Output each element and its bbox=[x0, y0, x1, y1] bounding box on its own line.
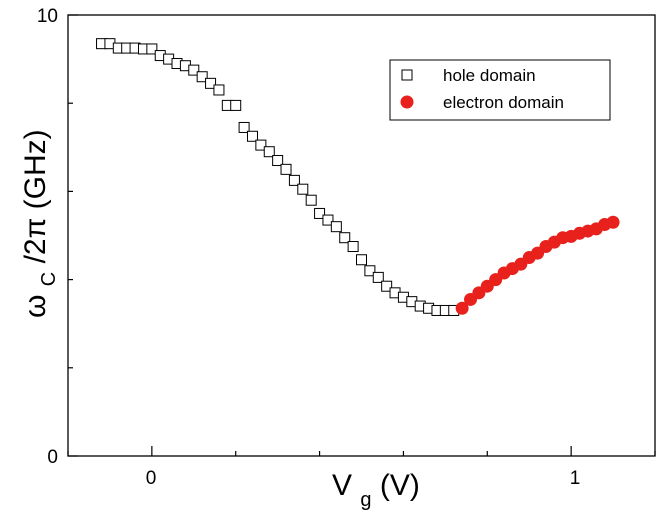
axis-ticks bbox=[67, 14, 656, 457]
electron-domain-point bbox=[606, 215, 620, 229]
hole-domain-point bbox=[263, 146, 275, 158]
hole-domain-point bbox=[188, 64, 200, 76]
hole-domain-point bbox=[305, 194, 317, 206]
electron-domain-point bbox=[455, 301, 469, 315]
y-axis-title-sub: C bbox=[38, 272, 60, 286]
y-axis-title-main: ω bbox=[19, 295, 52, 318]
hole-domain-point bbox=[280, 163, 292, 175]
y-tick-label-10: 10 bbox=[37, 6, 58, 27]
hole-domain-point bbox=[314, 207, 326, 219]
hole-domain-point bbox=[272, 155, 284, 167]
hole-domain-point bbox=[322, 214, 334, 226]
x-axis-title-sub: g bbox=[360, 489, 371, 511]
hole-domain-point bbox=[205, 77, 217, 89]
series-hole-domain bbox=[96, 38, 460, 316]
hole-domain-point bbox=[356, 254, 367, 266]
hole-domain-point bbox=[213, 84, 225, 96]
hole-domain-point bbox=[364, 265, 376, 277]
hole-domain-point bbox=[297, 183, 309, 195]
legend-box bbox=[389, 59, 611, 121]
hole-domain-point bbox=[230, 99, 242, 111]
legend-label-electron-domain: electron domain bbox=[443, 93, 564, 112]
hole-domain-point bbox=[238, 121, 250, 133]
y-axis-title: ω C /2π (GHz) bbox=[19, 129, 62, 318]
x-tick-label-1: 1 bbox=[570, 468, 581, 489]
legend-marker-electron-domain bbox=[400, 95, 414, 109]
hole-domain-point bbox=[330, 221, 342, 233]
hole-domain-point bbox=[372, 271, 384, 283]
hole-domain-point bbox=[288, 174, 300, 186]
hole-domain-point bbox=[146, 43, 158, 55]
hole-domain-point bbox=[196, 71, 208, 83]
hole-domain-point bbox=[381, 280, 393, 292]
plot-frame bbox=[67, 14, 656, 457]
x-axis-title-main: V bbox=[332, 469, 352, 502]
x-axis-title: V g (V) bbox=[332, 469, 420, 513]
legend: hole domain electron domain bbox=[389, 59, 611, 121]
hole-domain-point bbox=[347, 241, 359, 253]
hole-domain-point bbox=[246, 130, 258, 142]
hole-domain-point bbox=[339, 232, 351, 244]
x-axis-title-unit: (V) bbox=[380, 469, 420, 502]
x-tick-label-0: 0 bbox=[146, 468, 157, 489]
y-axis-title-rest: /2π (GHz) bbox=[19, 129, 52, 263]
series-electron-domain bbox=[455, 215, 620, 315]
y-tick-label-0: 0 bbox=[47, 447, 58, 468]
hole-domain-point bbox=[255, 139, 267, 151]
legend-label-hole-domain: hole domain bbox=[443, 66, 536, 85]
legend-marker-hole-domain bbox=[401, 69, 413, 81]
